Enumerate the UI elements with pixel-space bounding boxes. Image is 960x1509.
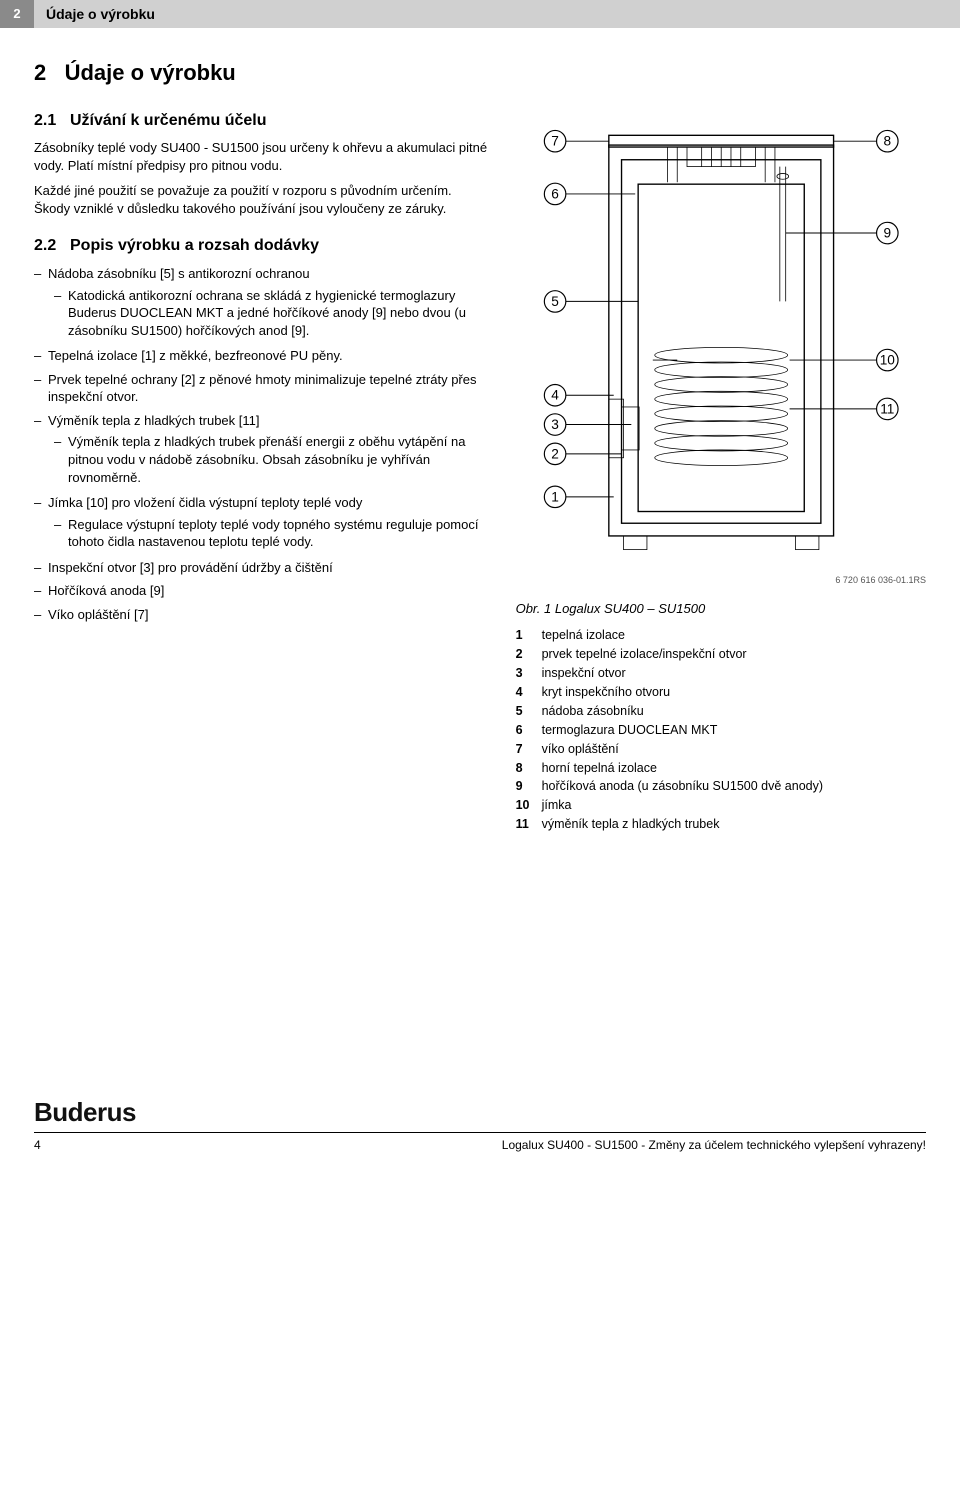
legend-key: 1 bbox=[516, 627, 542, 644]
legend-key: 5 bbox=[516, 703, 542, 720]
figure-title: Obr. 1 Logalux SU400 – SU1500 bbox=[516, 600, 926, 618]
svg-text:11: 11 bbox=[880, 401, 894, 416]
sec21-p1: Zásobníky teplé vody SU400 - SU1500 jsou… bbox=[34, 139, 488, 174]
tank-diagram: 7 6 5 4 3 2 bbox=[516, 106, 926, 565]
legend-key: 11 bbox=[516, 816, 542, 833]
legend-key: 3 bbox=[516, 665, 542, 682]
brand-logo: Buderus bbox=[34, 1097, 136, 1127]
footer-note: Logalux SU400 - SU1500 - Změny za účelem… bbox=[502, 1137, 926, 1153]
svg-text:2: 2 bbox=[551, 446, 559, 461]
list-item: Jímka [10] pro vložení čidla výstupní te… bbox=[34, 494, 488, 551]
list-item: Výměník tepla z hladkých trubek [11] Vým… bbox=[34, 412, 488, 486]
list-item: Výměník tepla z hladkých trubek přenáší … bbox=[54, 433, 488, 486]
legend-val: výměník tepla z hladkých trubek bbox=[542, 816, 926, 833]
legend-val: kryt inspekčního otvoru bbox=[542, 684, 926, 701]
subsection-2-1-num: 2.1 bbox=[34, 110, 70, 132]
legend-key: 7 bbox=[516, 741, 542, 758]
section-text: Údaje o výrobku bbox=[65, 60, 236, 85]
list-item: Hořčíková anoda [9] bbox=[34, 582, 488, 600]
subsection-2-1-title: Užívání k určenému účelu bbox=[70, 112, 267, 129]
svg-text:8: 8 bbox=[883, 134, 891, 149]
subsection-2-2-title: Popis výrobku a rozsah dodávky bbox=[70, 237, 319, 254]
page-footer: Buderus 4 Logalux SU400 - SU1500 - Změny… bbox=[0, 1095, 960, 1171]
legend-val: termoglazura DUOCLEAN MKT bbox=[542, 722, 926, 739]
legend-val: hořčíková anoda (u zásobníku SU1500 dvě … bbox=[542, 778, 926, 795]
list-item: Nádoba zásobníku [5] s antikorozní ochra… bbox=[34, 265, 488, 339]
legend-key: 4 bbox=[516, 684, 542, 701]
figure-legend: 1tepelná izolace 2prvek tepelné izolace/… bbox=[516, 627, 926, 833]
legend-val: nádoba zásobníku bbox=[542, 703, 926, 720]
header-tab-number: 2 bbox=[0, 0, 34, 28]
sec21-p2: Každé jiné použití se považuje za použit… bbox=[34, 182, 488, 217]
list-item: Tepelná izolace [1] z měkké, bezfreonové… bbox=[34, 347, 488, 365]
svg-text:5: 5 bbox=[551, 294, 559, 309]
list-text: Jímka [10] pro vložení čidla výstupní te… bbox=[48, 495, 362, 510]
legend-key: 6 bbox=[516, 722, 542, 739]
figure-ref: 6 720 616 036-01.1RS bbox=[516, 574, 926, 586]
legend-val: víko opláštění bbox=[542, 741, 926, 758]
svg-text:9: 9 bbox=[883, 226, 891, 241]
legend-val: jímka bbox=[542, 797, 926, 814]
svg-text:7: 7 bbox=[551, 134, 559, 149]
legend-val: tepelná izolace bbox=[542, 627, 926, 644]
section-number: 2 bbox=[34, 60, 46, 85]
legend-key: 8 bbox=[516, 760, 542, 777]
legend-key: 9 bbox=[516, 778, 542, 795]
subsection-2-2: 2.2Popis výrobku a rozsah dodávky bbox=[34, 235, 488, 257]
svg-text:6: 6 bbox=[551, 186, 559, 201]
page-number: 4 bbox=[34, 1137, 41, 1153]
sec22-list: Nádoba zásobníku [5] s antikorozní ochra… bbox=[34, 265, 488, 623]
list-item: Víko opláštění [7] bbox=[34, 606, 488, 624]
legend-key: 10 bbox=[516, 797, 542, 814]
header-tab-title: Údaje o výrobku bbox=[46, 5, 155, 24]
subsection-2-2-num: 2.2 bbox=[34, 235, 70, 257]
legend-val: horní tepelná izolace bbox=[542, 760, 926, 777]
svg-text:4: 4 bbox=[551, 388, 559, 403]
list-item: Prvek tepelné ochrany [2] z pěnové hmoty… bbox=[34, 371, 488, 406]
figure: 7 6 5 4 3 2 bbox=[516, 106, 926, 586]
legend-key: 2 bbox=[516, 646, 542, 663]
subsection-2-1: 2.1Užívání k určenému účelu bbox=[34, 110, 488, 132]
page-header: 2 Údaje o výrobku bbox=[0, 0, 960, 28]
list-item: Katodická antikorozní ochrana se skládá … bbox=[54, 287, 488, 340]
svg-text:3: 3 bbox=[551, 417, 559, 432]
section-title: 2 Údaje o výrobku bbox=[34, 58, 488, 88]
legend-val: inspekční otvor bbox=[542, 665, 926, 682]
svg-text:1: 1 bbox=[551, 489, 559, 504]
list-item: Regulace výstupní teploty teplé vody top… bbox=[54, 516, 488, 551]
list-item: Inspekční otvor [3] pro provádění údržby… bbox=[34, 559, 488, 577]
svg-text:10: 10 bbox=[879, 353, 895, 368]
list-text: Nádoba zásobníku [5] s antikorozní ochra… bbox=[48, 266, 310, 281]
legend-val: prvek tepelné izolace/inspekční otvor bbox=[542, 646, 926, 663]
list-text: Výměník tepla z hladkých trubek [11] bbox=[48, 413, 259, 428]
